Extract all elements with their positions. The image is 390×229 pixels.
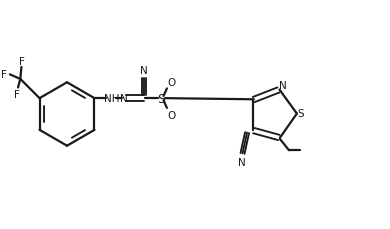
Text: O: O	[167, 110, 176, 120]
Text: S: S	[157, 92, 165, 105]
Text: N: N	[238, 158, 245, 168]
Text: F: F	[1, 70, 7, 80]
Text: N: N	[279, 81, 287, 91]
Text: F: F	[18, 57, 25, 66]
Text: N: N	[140, 65, 148, 76]
Text: O: O	[167, 77, 176, 87]
Text: N: N	[120, 94, 128, 104]
Text: NH: NH	[104, 94, 119, 104]
Text: S: S	[298, 109, 304, 119]
Text: F: F	[14, 90, 20, 100]
